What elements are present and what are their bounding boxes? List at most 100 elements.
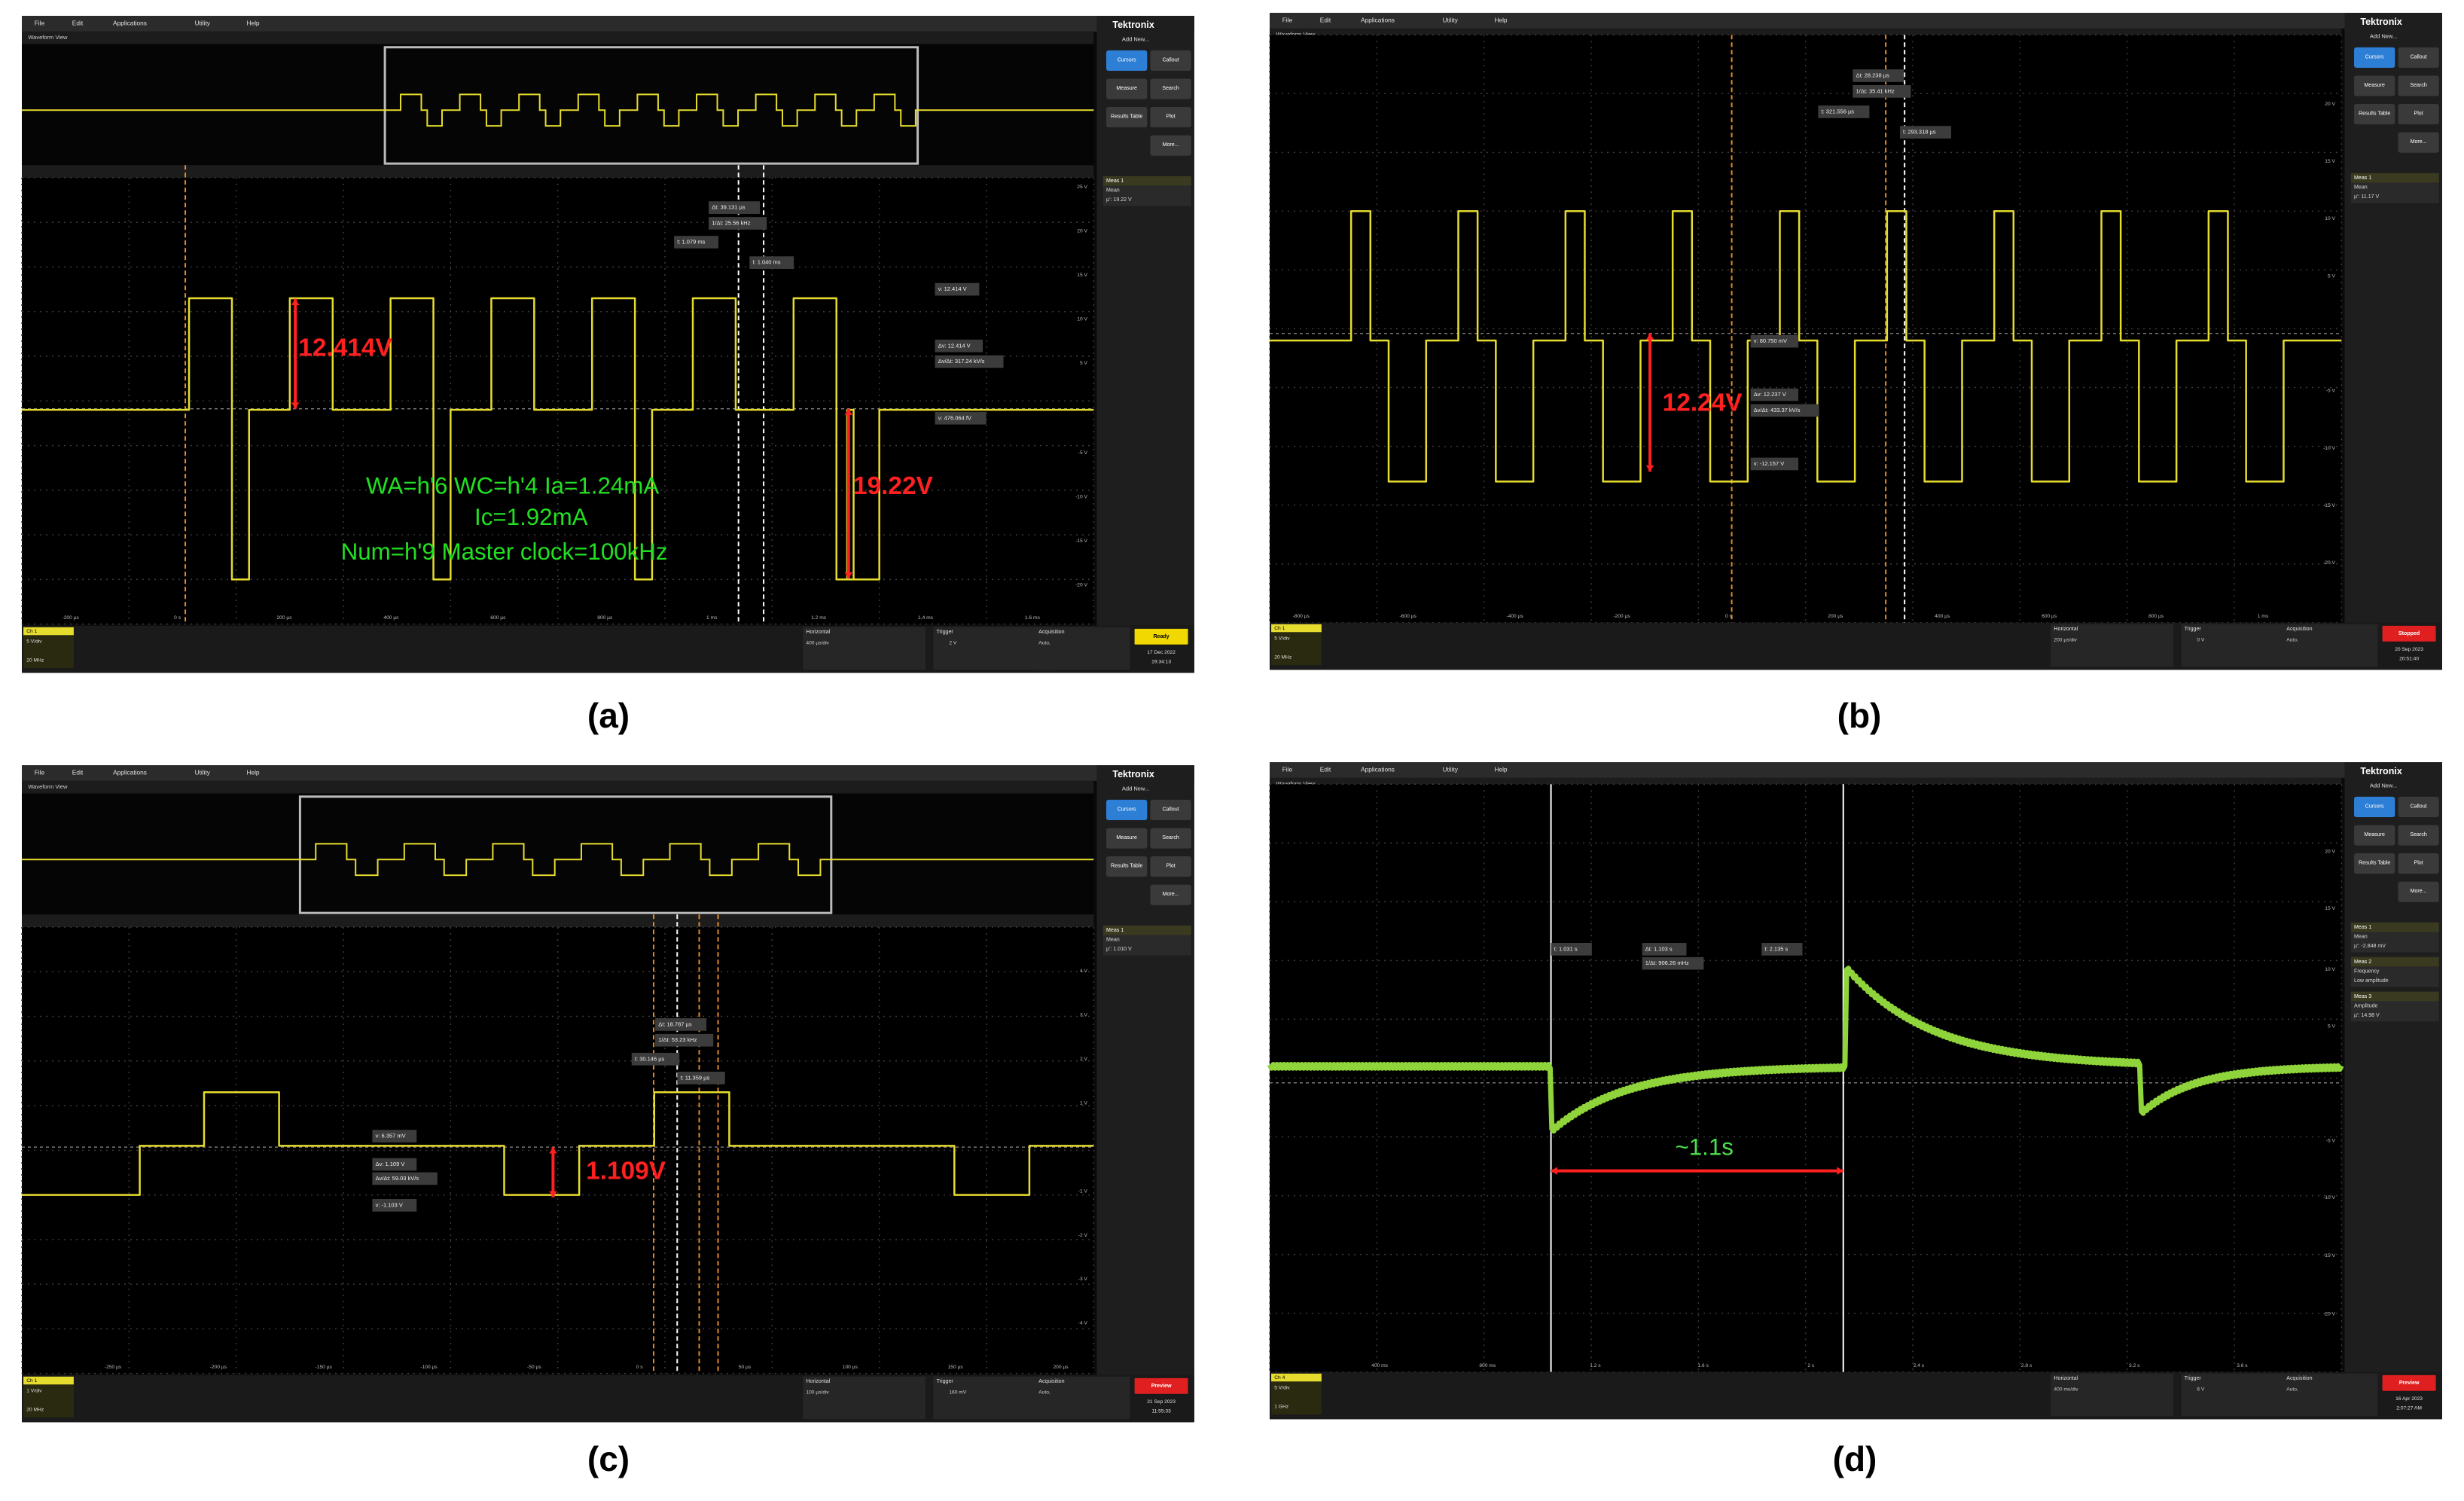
menu-item: Applications: [1361, 766, 1395, 773]
menu-button[interactable]: [2354, 796, 2395, 818]
menu-button[interactable]: [2398, 47, 2439, 69]
menu-button[interactable]: [2398, 132, 2439, 153]
menu-button[interactable]: [2354, 104, 2395, 125]
run-state-button[interactable]: [1134, 628, 1188, 645]
menu-button-label[interactable]: Search: [1162, 834, 1179, 840]
menu-button-label[interactable]: More...: [1163, 142, 1179, 148]
menu-button-label[interactable]: More...: [2411, 139, 2427, 145]
menu-button-label[interactable]: Search: [2410, 82, 2426, 88]
run-state-button[interactable]: [2382, 625, 2436, 642]
menu-button-label[interactable]: Search: [1162, 85, 1179, 91]
x-tick-label: 400 µs: [383, 615, 399, 621]
cursor-readout: Δv: 12.237 V: [1754, 391, 1786, 398]
acquisition-mode: Auto,: [2286, 637, 2298, 642]
y-tick-label: 20 V: [2325, 850, 2335, 855]
menu-button-label[interactable]: More...: [2411, 888, 2427, 894]
status-header: Trigger: [937, 1378, 954, 1384]
view-title: Waveform View: [1276, 31, 1316, 38]
menu-item: Help: [1494, 766, 1507, 773]
panel-label: (a): [587, 696, 630, 735]
run-state-button-label[interactable]: Ready: [1153, 633, 1169, 639]
menu-button-label[interactable]: Measure: [2364, 82, 2385, 88]
view-header: [22, 31, 1094, 44]
run-state-button-label[interactable]: Preview: [1151, 1383, 1172, 1389]
menu-button-label[interactable]: Cursors: [2365, 53, 2384, 59]
menu-button[interactable]: [2398, 853, 2439, 874]
menu-button-label[interactable]: Results Table: [2359, 859, 2390, 865]
menu-button[interactable]: [1150, 50, 1191, 72]
menu-button[interactable]: [1106, 799, 1148, 821]
menu-button[interactable]: [2354, 47, 2395, 69]
arrow-head: [1551, 1167, 1557, 1175]
y-tick-label: 15 V: [2325, 906, 2335, 911]
menu-button[interactable]: [1106, 828, 1148, 849]
menu-button-label[interactable]: More...: [1163, 891, 1179, 897]
menu-button-label[interactable]: Measure: [1116, 85, 1137, 91]
menu-button-label[interactable]: Results Table: [1111, 862, 1142, 868]
menu-button[interactable]: [2354, 853, 2395, 874]
x-tick-label: -600 µs: [1399, 614, 1416, 619]
status-date: 17 Dec 2022: [1147, 650, 1176, 655]
menu-button-label[interactable]: Cursors: [1118, 56, 1136, 63]
menu-button[interactable]: [1150, 799, 1191, 821]
x-tick-label: -200 µs: [1613, 614, 1630, 619]
menu-button[interactable]: [2354, 75, 2395, 96]
menu-button-label[interactable]: Search: [2410, 831, 2426, 837]
status-header: Horizontal: [2054, 1375, 2078, 1381]
menu-button-label[interactable]: Results Table: [1111, 113, 1142, 119]
run-state-button-label[interactable]: Stopped: [2398, 630, 2420, 636]
menu-button[interactable]: [1106, 78, 1148, 99]
trigger-level: 0 V: [2197, 637, 2205, 642]
menu-button-label[interactable]: Plot: [2414, 859, 2423, 865]
menu-item: File: [35, 769, 45, 776]
channel-scale: 1 V/div: [26, 1388, 42, 1393]
x-tick-label: 1 ms: [2258, 614, 2269, 619]
zoom-box: [383, 46, 919, 165]
menu-button[interactable]: [1150, 856, 1191, 877]
acquisition-mode: Auto,: [1038, 1390, 1051, 1395]
run-state-button[interactable]: [2382, 1374, 2436, 1391]
acquisition-mode: Auto,: [1038, 640, 1051, 645]
menu-button[interactable]: [1150, 884, 1191, 905]
menu-button[interactable]: [1150, 78, 1191, 99]
menu-button-label[interactable]: Callout: [2411, 53, 2427, 59]
x-tick-label: -150 µs: [316, 1365, 333, 1370]
menu-button-label[interactable]: Cursors: [2365, 803, 2384, 809]
menu-button[interactable]: [2398, 75, 2439, 96]
x-tick-label: 400 µs: [1935, 614, 1950, 619]
add-new-label: Add New...: [2370, 32, 2397, 39]
menu-button[interactable]: [1106, 107, 1148, 128]
menu-button[interactable]: [1150, 828, 1191, 849]
menu-button[interactable]: [2398, 825, 2439, 846]
menu-button[interactable]: [1150, 135, 1191, 156]
menu-button[interactable]: [2398, 104, 2439, 125]
panel-label: (b): [1837, 696, 1882, 735]
menu-button-label[interactable]: Measure: [2364, 831, 2385, 837]
cursor-readout: t: 1.079 ms: [677, 239, 705, 246]
run-state-button-label[interactable]: Preview: [2399, 1380, 2420, 1386]
menu-button[interactable]: [1106, 50, 1148, 72]
menu-button-label[interactable]: Callout: [2411, 803, 2427, 809]
cursor-readout: t: 11.359 µs: [680, 1074, 709, 1081]
y-tick-label: -3 V: [1078, 1277, 1088, 1282]
menu-button-label[interactable]: Callout: [1163, 806, 1179, 812]
menu-button-label[interactable]: Plot: [1166, 113, 1175, 119]
menu-button[interactable]: [2354, 825, 2395, 846]
status-time: 11:55:33: [1151, 1409, 1171, 1414]
cursor-readout: v: -12.157 V: [1754, 460, 1784, 467]
menu-button-label[interactable]: Plot: [2414, 110, 2423, 116]
cursor-readout: v: 80.750 mV: [1754, 337, 1787, 344]
run-state-button[interactable]: [1134, 1377, 1188, 1394]
menu-button[interactable]: [1106, 856, 1148, 877]
menu-button[interactable]: [2398, 796, 2439, 818]
menu-button-label[interactable]: Callout: [1163, 56, 1179, 63]
menu-button[interactable]: [1150, 107, 1191, 128]
menu-button-label[interactable]: Measure: [1116, 834, 1137, 840]
arrow-head: [291, 298, 300, 306]
menu-button-label[interactable]: Results Table: [2359, 110, 2390, 116]
menu-button-label[interactable]: Plot: [1166, 862, 1175, 868]
x-tick-label: 1.4 ms: [918, 615, 934, 621]
menu-button[interactable]: [2398, 881, 2439, 902]
x-tick-label: 800 µs: [597, 615, 613, 621]
menu-button-label[interactable]: Cursors: [1118, 806, 1136, 812]
